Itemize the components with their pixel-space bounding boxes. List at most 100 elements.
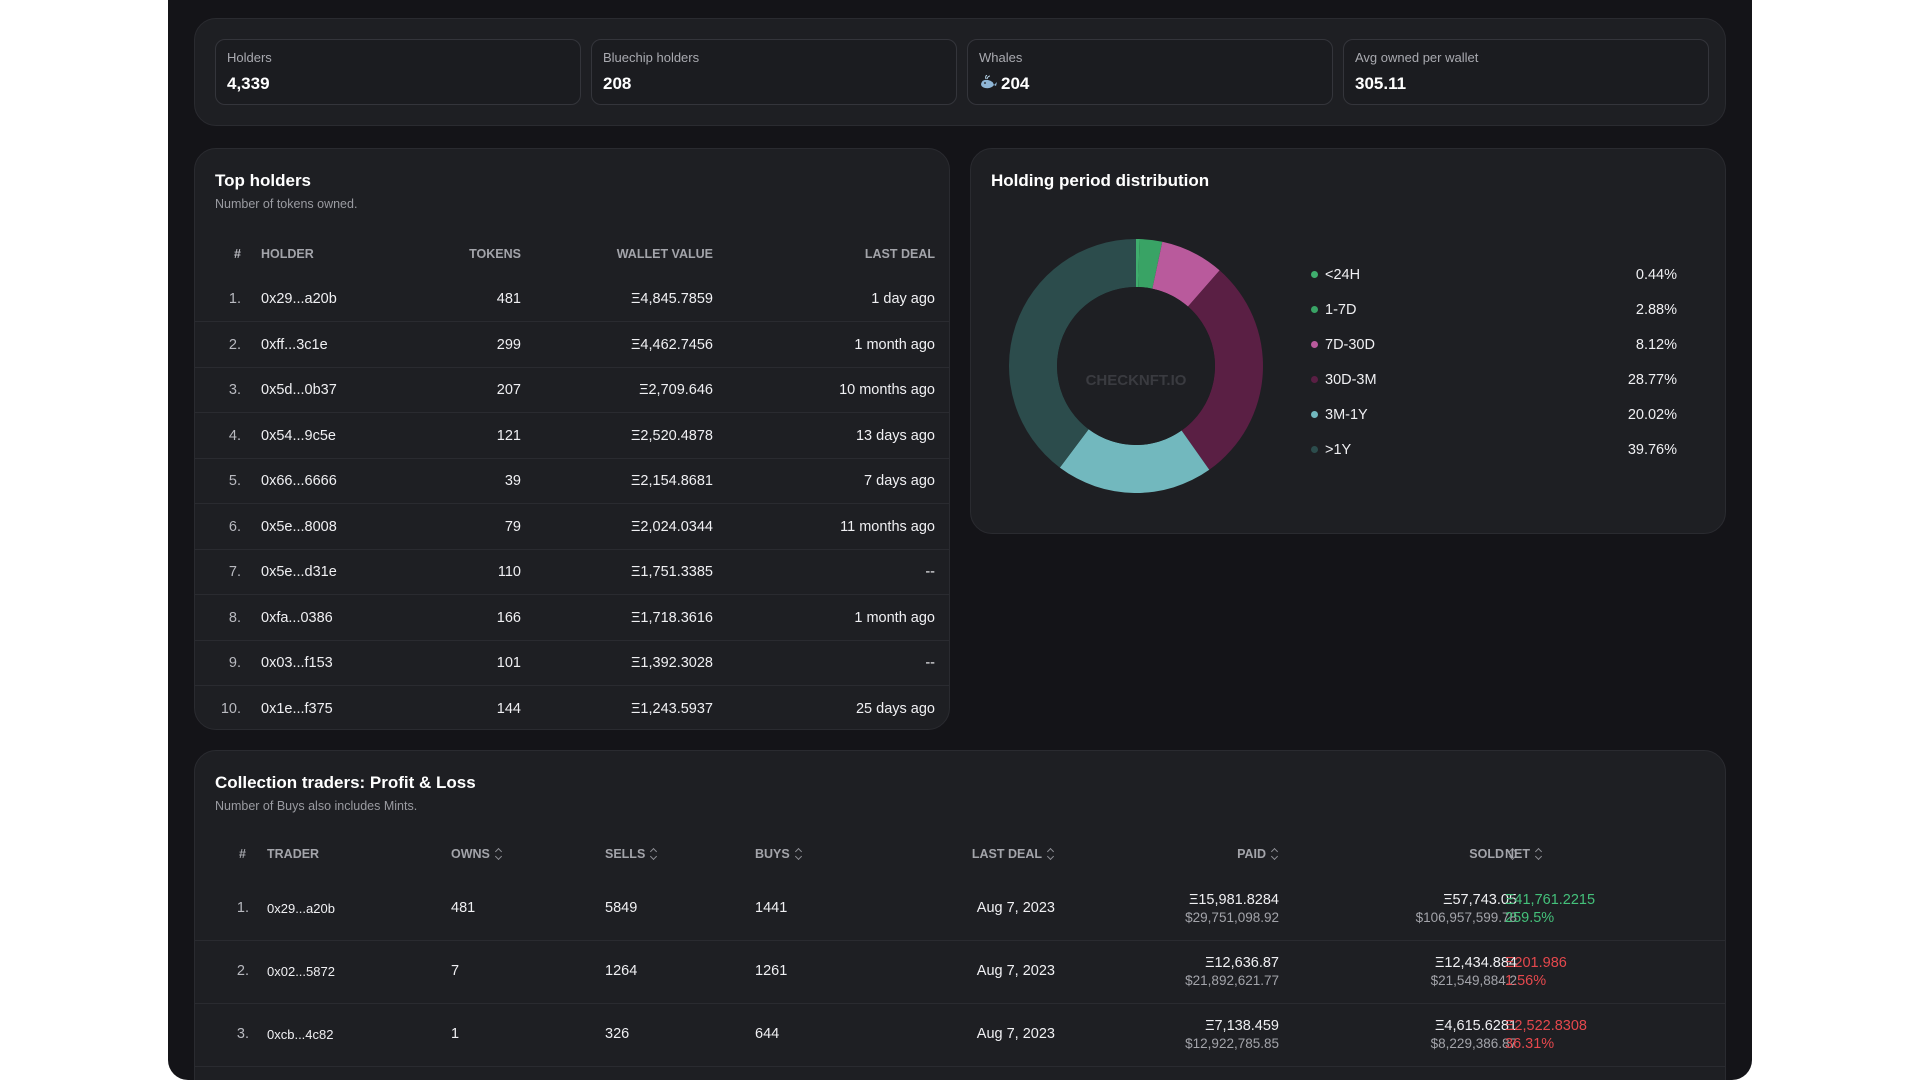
legend-item[interactable]: 3M-1Y 20.02% (1311, 405, 1677, 427)
paid-amount: Ξ12,636.87 $21,892,621.77 (1185, 954, 1279, 990)
sells-count: 326 (605, 1026, 630, 1042)
buys-count: 1261 (755, 963, 788, 979)
stat-label: Bluechip holders (603, 50, 700, 65)
stat-avg-owned: Avg owned per wallet 305.11 (1343, 39, 1709, 105)
row-number: 3. (228, 382, 241, 398)
paid-eth: Ξ12,636.87 (1205, 955, 1279, 971)
wallet-value: Ξ2,520.4878 (631, 427, 713, 444)
sells-count: 1264 (605, 963, 638, 979)
stat-value: 4,339 (227, 74, 569, 94)
legend-value: 0.44% (1635, 267, 1677, 283)
legend-label: >1Y (1325, 442, 1352, 458)
last-deal: 1 day ago (871, 291, 935, 307)
holder-address-link[interactable]: 0x03...f153 (261, 655, 333, 671)
holding-distribution-panel: Holding period distribution CHECKNFT.IO … (970, 148, 1726, 534)
last-deal: 7 days ago (864, 473, 935, 489)
sold-usd: $8,229,386.87 (1430, 1036, 1517, 1051)
last-deal: 25 days ago (855, 700, 935, 717)
holder-address-link[interactable]: 0xfa...0386 (261, 609, 333, 626)
sort-last-deal-button[interactable]: LAST DEAL (972, 847, 1055, 861)
holder-address-link[interactable]: 0x5d...0b37 (261, 382, 337, 398)
donut-slice[interactable] (1152, 241, 1220, 307)
top-holders-title: Top holders (215, 171, 312, 190)
last-deal: 1 month ago (854, 609, 935, 626)
legend-item[interactable]: <24H 0.44% (1311, 265, 1677, 287)
donut-slice[interactable] (1009, 239, 1136, 468)
holder-address-link[interactable]: 0xff...3c1e (261, 336, 328, 353)
holder-address-link[interactable]: 0x29...a20b (261, 291, 337, 307)
tokens-count: 207 (496, 382, 521, 398)
last-deal: 10 months ago (839, 382, 935, 398)
legend-label: 3M-1Y (1325, 407, 1368, 423)
traders-title: Collection traders: Profit & Loss (215, 773, 476, 792)
tokens-count: 299 (496, 336, 521, 353)
table-row[interactable]: 6. 0x5e...8008 79 Ξ2,024.0344 11 months ago (195, 505, 949, 550)
sort-net-button[interactable]: NET (1505, 847, 1543, 861)
sort-sells-button[interactable]: SELLS (605, 847, 658, 861)
legend-item[interactable]: 30D-3M 28.77% (1311, 370, 1677, 392)
stat-value-text: 305.11 (1355, 74, 1407, 93)
trader-row[interactable]: 1. 0x29...a20b 481 5849 1441 Aug 7, 2023 Ξ15,9… (195, 879, 1725, 941)
traders-table-header: # TRADER OWNS SELLS BUYS LAST DEAL PAID … (195, 847, 1725, 867)
col-trader-label: TRADER (267, 847, 320, 861)
owns-count: 481 (451, 900, 476, 916)
owns-count: 1 (451, 1026, 460, 1042)
table-row[interactable]: 9. 0x03...f153 101 Ξ1,392.3028 -- (195, 641, 949, 686)
sort-paid-button[interactable]: PAID (1237, 847, 1279, 861)
donut-slice[interactable] (1138, 239, 1163, 289)
holder-address-link[interactable]: 0x5e...8008 (261, 518, 337, 535)
holder-address-link[interactable]: 0x1e...f375 (261, 700, 333, 717)
trader-address-link[interactable]: 0x02...5872 (267, 964, 335, 979)
table-row[interactable]: 1. 0x29...a20b 481 Ξ4,845.7859 1 day ago (195, 277, 949, 322)
sort-sold-button[interactable]: SOLD (1469, 847, 1517, 861)
col-num: # (239, 847, 246, 861)
watermark-logo: CHECKNFT.IO (1086, 372, 1187, 389)
trader-address-link[interactable]: 0x29...a20b (267, 901, 335, 916)
net-eth: Ξ201.986 (1505, 955, 1567, 971)
legend-item[interactable]: >1Y 39.76% (1311, 440, 1677, 462)
trader-row[interactable]: 3. 0xcb...4c82 1 326 644 Aug 7, 2023 Ξ7,138.45… (195, 1005, 1725, 1067)
table-row[interactable]: 2. 0xff...3c1e 299 Ξ4,462.7456 1 month ago (195, 323, 949, 368)
row-number: 4. (228, 427, 241, 444)
holder-address-link[interactable]: 0x5e...d31e (261, 564, 337, 580)
buys-count: 644 (755, 1026, 780, 1042)
row-number: 7. (228, 564, 241, 580)
table-row[interactable]: 4. 0x54...9c5e 121 Ξ2,520.4878 13 days ago (195, 414, 949, 459)
last-deal-date: Aug 7, 2023 (976, 900, 1055, 916)
sells-count: 5849 (605, 900, 638, 916)
last-deal-date: Aug 7, 2023 (976, 963, 1055, 979)
legend-item[interactable]: 7D-30D 8.12% (1311, 335, 1677, 357)
trader-row[interactable]: 2. 0x02...5872 7 1264 1261 Aug 7, 2023 Ξ12,636… (195, 942, 1725, 1004)
donut-slice[interactable] (1181, 270, 1263, 470)
table-row[interactable]: 5. 0x66...6666 39 Ξ2,154.8681 7 days ago (195, 459, 949, 504)
donut-slice[interactable] (1136, 239, 1140, 288)
wallet-value: Ξ1,243.5937 (631, 700, 713, 717)
legend-item[interactable]: 1-7D 2.88% (1311, 300, 1677, 322)
app-window: Holders 4,339 Bluechip holders 208 Whale… (168, 0, 1752, 1080)
row-number: 5. (228, 473, 241, 489)
donut-slice[interactable] (1059, 429, 1210, 493)
sold-usd: $21,549,884.2 (1430, 973, 1517, 988)
sold-amount: Ξ57,743.05 $106,957,599.78 (1416, 891, 1517, 927)
sort-buys-button[interactable]: BUYS (755, 847, 803, 861)
table-row[interactable]: 7. 0x5e...d31e 110 Ξ1,751.3385 -- (195, 550, 949, 595)
wallet-value: Ξ1,392.3028 (631, 655, 713, 671)
table-row[interactable]: 3. 0x5d...0b37 207 Ξ2,709.646 10 months ago (195, 368, 949, 413)
stat-value-text: 208 (603, 74, 632, 93)
stat-holders: Holders 4,339 (215, 39, 581, 105)
table-row[interactable]: 8. 0xfa...0386 166 Ξ1,718.3616 1 month ago (195, 596, 949, 641)
paid-amount: Ξ15,981.8284 $29,751,098.92 (1185, 891, 1279, 927)
holder-address-link[interactable]: 0x54...9c5e (261, 427, 336, 444)
top-holders-subtitle: Number of tokens owned. (215, 197, 358, 211)
sort-owns-button[interactable]: OWNS (451, 847, 503, 861)
col-num-label: # (239, 847, 246, 861)
holder-address-link[interactable]: 0x66...6666 (261, 473, 337, 489)
tokens-count: 481 (496, 291, 521, 307)
sort-icon (495, 848, 503, 860)
tokens-count: 166 (496, 609, 521, 626)
trader-address-link[interactable]: 0xcb...4c82 (267, 1027, 334, 1042)
col-paid-label: PAID (1237, 847, 1266, 861)
table-row[interactable]: 10. 0x1e...f375 144 Ξ1,243.5937 25 days ago (195, 687, 949, 732)
row-number: 1. (228, 291, 241, 307)
row-number: 9. (228, 655, 241, 671)
